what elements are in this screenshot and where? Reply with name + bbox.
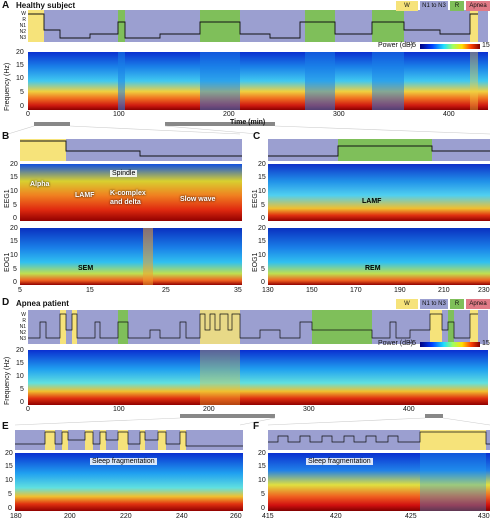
annotation-sem: SEM xyxy=(78,265,94,272)
zoom-marker-a1 xyxy=(34,122,70,126)
power-min-a: −5 xyxy=(408,42,416,49)
power-max-a: 15 xyxy=(482,42,490,49)
annotation-fragmentation-e: Sleep fragmentation xyxy=(90,458,157,465)
power-max-d: 15 xyxy=(482,340,490,347)
power-label-d: Power (dB) xyxy=(378,340,414,347)
annotation-kcomplex: K-complex xyxy=(110,190,146,197)
panel-e-letter: E xyxy=(2,421,9,432)
annotation-delta: and delta xyxy=(110,199,141,206)
zoom-marker-d1 xyxy=(180,414,275,418)
panel-c-eeg-spectrogram xyxy=(268,164,490,221)
legend-r: R xyxy=(450,1,464,11)
annotation-fragmentation-f: Sleep fragmentation xyxy=(306,458,373,465)
colorbar-d xyxy=(420,342,480,347)
panel-f-letter: F xyxy=(253,421,260,432)
panel-d-hypnogram xyxy=(28,310,488,344)
zoom-marker-d2 xyxy=(425,414,443,418)
power-min-d: −5 xyxy=(408,340,416,347)
legend-apnea: Apnea xyxy=(466,1,490,11)
zoom-marker-a2 xyxy=(165,122,275,126)
annotation-lamf-c: LAMF xyxy=(362,198,382,205)
annotation-spindle: Spindle xyxy=(110,170,138,177)
panel-d-ylabel: Frequency (Hz) xyxy=(4,356,11,405)
panel-d-letter: D xyxy=(2,297,10,308)
panel-d-title: Apnea patient xyxy=(16,299,69,308)
panel-b-eog-spectrogram xyxy=(20,228,242,285)
panel-d-spectrogram xyxy=(28,350,488,405)
panel-c-letter: C xyxy=(253,131,261,142)
annotation-slowwave: Slow wave xyxy=(180,196,216,203)
panel-f-hypnogram xyxy=(268,430,490,450)
panel-a-hypnogram xyxy=(28,10,488,42)
panel-a-ylabel: Frequency (Hz) xyxy=(4,62,11,111)
panel-c-hypnogram xyxy=(268,139,490,161)
annotation-rem: REM xyxy=(365,265,381,272)
panel-d-stage-labels: W R N1 N2 N3 xyxy=(19,312,26,342)
panel-c-eog-spectrogram xyxy=(268,228,490,285)
legend-w: W xyxy=(396,1,418,11)
legend-n1n3: N1 to N3 xyxy=(420,1,448,11)
panel-e-hypnogram xyxy=(15,430,243,450)
panel-a-letter: A xyxy=(2,0,10,11)
panel-a-stage-labels: W R N1 N2 N3 xyxy=(19,11,26,41)
annotation-alpha: Alpha xyxy=(30,181,50,188)
annotation-lamf-b: LAMF xyxy=(75,192,95,199)
panel-b-hypnogram xyxy=(20,139,242,161)
panel-b-letter: B xyxy=(2,131,10,142)
power-label-a: Power (dB) xyxy=(378,42,414,49)
panel-f-spectrogram xyxy=(268,453,490,511)
panel-a-title: Healthy subject xyxy=(16,1,76,10)
panel-a-xlabel: Time (min) xyxy=(230,119,266,126)
colorbar-a xyxy=(420,44,480,49)
panel-a-spectrogram xyxy=(28,52,488,110)
